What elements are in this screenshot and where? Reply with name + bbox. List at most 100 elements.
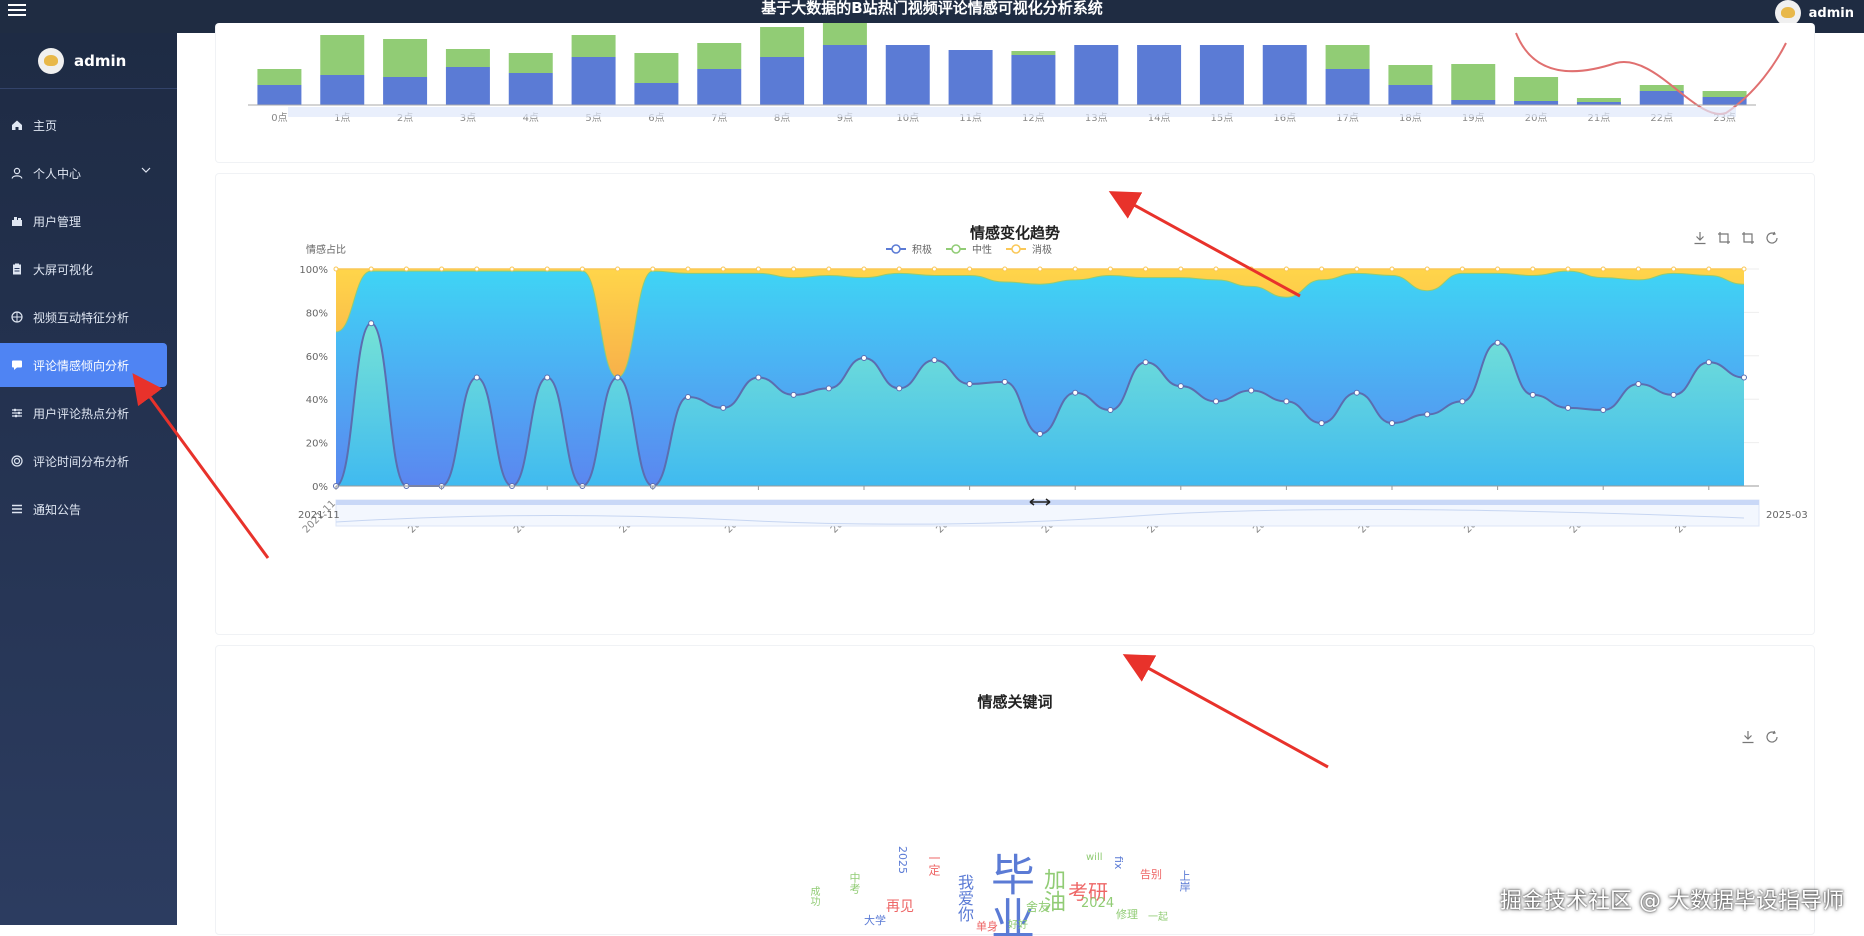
keyword-toolbox (1740, 729, 1780, 745)
hour-bar-positive (1074, 45, 1119, 105)
hour-bar-neutral (1325, 45, 1370, 69)
hour-bar-neutral (445, 49, 490, 67)
hour-bar-positive (634, 83, 679, 105)
download-icon[interactable] (1740, 729, 1756, 745)
point-positive (544, 374, 551, 381)
hour-bar-positive (885, 45, 930, 105)
zoom-reset-icon[interactable] (1740, 230, 1756, 246)
point-negative (474, 266, 480, 272)
y-tick-label: 60% (306, 352, 328, 363)
point-negative (967, 266, 973, 272)
home-icon (10, 119, 23, 132)
y-tick-label: 100% (299, 265, 328, 276)
trend-chart-title: 情感变化趋势 (969, 224, 1060, 242)
point-negative (931, 266, 937, 272)
avatar (1774, 0, 1801, 26)
sidebar-item-home[interactable]: 主页 (0, 103, 177, 147)
point-negative (509, 266, 515, 272)
legend-label: 中性 (972, 243, 992, 256)
point-positive (1424, 411, 1431, 418)
point-negative (1178, 266, 1184, 272)
chat-icon (10, 359, 23, 372)
username-label: admin (1808, 5, 1854, 21)
word-cloud-word: will (1086, 852, 1103, 863)
word-cloud-word: 告别 (1140, 868, 1162, 881)
point-positive (1072, 389, 1079, 396)
hour-bar-neutral (1639, 85, 1684, 91)
sidebar-item-time-distribution[interactable]: 评论时间分布分析 (0, 439, 177, 483)
hour-bar-neutral (1514, 77, 1559, 101)
word-cloud-word: 加油 (1040, 868, 1065, 912)
point-positive (1142, 359, 1149, 366)
point-positive (1494, 339, 1501, 346)
point-positive (896, 385, 903, 392)
point-positive (1600, 407, 1607, 414)
refresh-icon[interactable] (1764, 729, 1780, 745)
point-negative (1635, 266, 1641, 272)
hour-bar-neutral (1576, 98, 1621, 102)
point-negative (1248, 266, 1254, 272)
hour-bar-neutral (571, 35, 616, 57)
word-cloud-word: 毕业 (983, 852, 1034, 936)
point-negative (1354, 266, 1360, 272)
word-cloud-word: 考研 (1068, 880, 1108, 904)
sidebar-item-sentiment-analysis[interactable]: 评论情感倾向分析 (0, 343, 167, 387)
hour-bar-positive (1137, 45, 1182, 105)
refresh-icon[interactable] (1764, 230, 1780, 246)
keyword-chart-title: 情感关键词 (977, 693, 1053, 711)
sidebar-item-notice[interactable]: 通知公告 (0, 487, 177, 531)
word-cloud-word: fix (1112, 856, 1125, 870)
word-cloud-word: 2025 (896, 846, 909, 874)
users-icon (10, 215, 23, 228)
point-negative (333, 266, 339, 272)
point-negative (720, 266, 726, 272)
hour-bar-neutral (1702, 91, 1747, 97)
sidebar-item-user-management[interactable]: 用户管理 (0, 199, 177, 243)
point-negative (1495, 266, 1501, 272)
point-negative (579, 266, 585, 272)
point-negative (1600, 266, 1606, 272)
sidebar-item-hotspot-analysis[interactable]: 用户评论热点分析 (0, 391, 177, 435)
point-positive (1565, 404, 1571, 411)
point-positive (1389, 420, 1395, 427)
user-icon (10, 167, 23, 180)
chevron-down-icon[interactable] (141, 165, 151, 176)
sidebar-item-label: 评论时间分布分析 (33, 454, 130, 469)
sidebar-username: admin (74, 51, 127, 70)
y-tick-label: 80% (306, 308, 328, 319)
hour-zoom-slider (288, 107, 1736, 117)
word-cloud-word: 一起 (1148, 912, 1168, 923)
sidebar-item-label: 大屏可视化 (33, 262, 94, 277)
point-negative (896, 266, 902, 272)
point-positive (1741, 374, 1747, 381)
trend-toolbox (1692, 230, 1780, 246)
point-positive (1213, 398, 1219, 405)
word-cloud-word: 我爱你 (955, 874, 974, 922)
legend-label: 消极 (1032, 243, 1052, 256)
sliders-icon (10, 407, 23, 420)
hour-bar-neutral (697, 43, 742, 69)
sidebar-item-label: 评论情感倾向分析 (33, 358, 130, 373)
hour-bar-positive (257, 85, 302, 105)
sentiment-trend-chart: 情感占比积极中性消极0%20%40%60%80%100%2021-112022-… (298, 243, 1808, 536)
point-positive (931, 357, 938, 364)
hour-chart-card: 0点 1点 2点 3点 4点 5点 6点 7点 8点 9点 10点 11点 12点 13点 14点 15点 16… (215, 23, 1815, 163)
point-negative (439, 266, 445, 272)
resize-cursor-icon (1029, 498, 1051, 506)
zoom-range-start: 2021-11 (298, 510, 340, 521)
hour-bar-positive (1262, 45, 1307, 105)
sidebar-item-video-interaction[interactable]: 视频互动特征分析 (0, 295, 177, 339)
sidebar-item-profile[interactable]: 个人中心 (0, 151, 177, 195)
point-positive (1635, 381, 1642, 388)
hamburger-menu-icon[interactable] (8, 1, 26, 19)
user-menu[interactable]: admin (1774, 0, 1854, 26)
point-negative (1072, 266, 1078, 272)
hour-plot-area (248, 23, 1756, 105)
sidebar: admin 主页 个人中心 用户管理 大屏可视化 视频互动特征分析 (0, 33, 177, 925)
download-icon[interactable] (1692, 230, 1708, 246)
hour-bar-positive (1639, 91, 1684, 105)
zoom-icon[interactable] (1716, 230, 1732, 246)
hour-bar-positive (1702, 97, 1747, 105)
point-negative (1741, 266, 1747, 272)
sidebar-item-big-screen[interactable]: 大屏可视化 (0, 247, 177, 291)
